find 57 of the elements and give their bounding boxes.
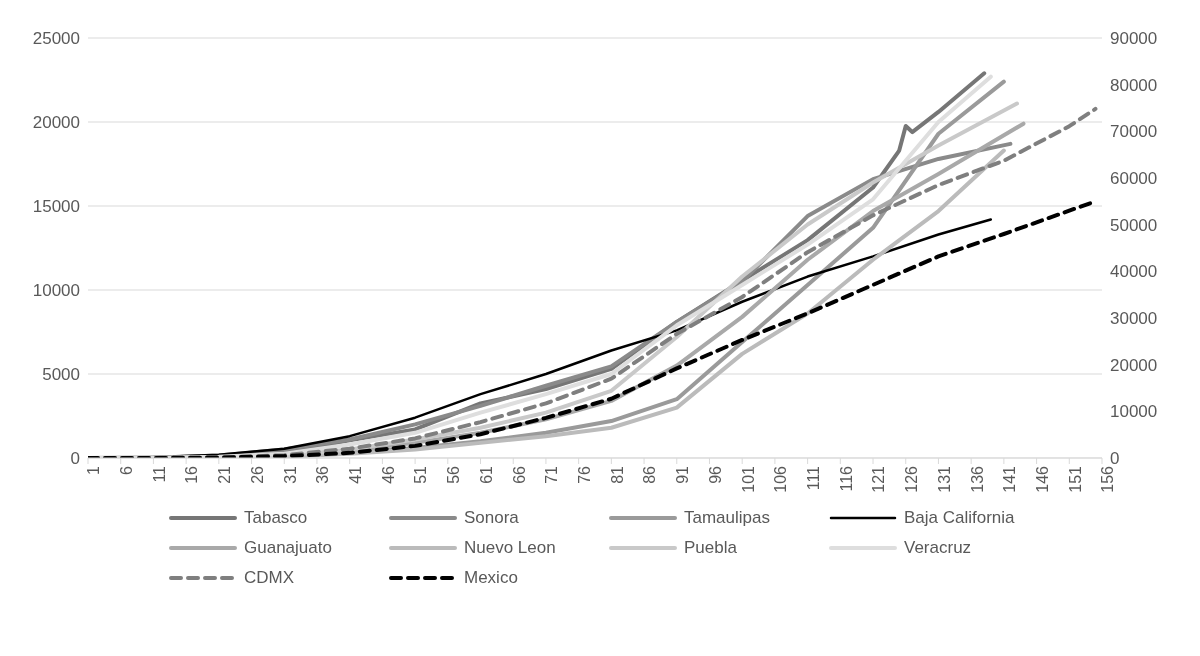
- x-tick-label: 51: [412, 465, 430, 484]
- x-tick-label: 131: [935, 465, 953, 493]
- legend-label: CDMX: [244, 568, 295, 588]
- legend-label: Puebla: [684, 538, 737, 558]
- x-tick-label: 71: [543, 465, 561, 484]
- x-tick-label: 21: [216, 465, 234, 484]
- x-tick-label: 151: [1066, 465, 1084, 493]
- y2-tick-label: 80000: [1110, 75, 1158, 95]
- x-tick-label: 141: [1001, 465, 1019, 493]
- x-tick-label: 56: [445, 465, 463, 484]
- x-tick-label: 31: [281, 465, 299, 484]
- x-tick-label: 106: [772, 465, 790, 493]
- x-tick-label: 76: [576, 465, 594, 484]
- x-tick-label: 61: [477, 465, 495, 484]
- y2-tick-label: 50000: [1110, 215, 1158, 235]
- x-tick-label: 121: [870, 465, 888, 493]
- legend-label: Sonora: [464, 508, 519, 528]
- x-tick-label: 116: [837, 465, 855, 492]
- y2-tick-label: 30000: [1110, 309, 1158, 329]
- legend-label: Tabasco: [244, 508, 308, 528]
- y-tick-label: 5000: [42, 365, 80, 385]
- x-tick-label: 36: [314, 465, 332, 484]
- x-tick-label: 96: [706, 465, 724, 484]
- legend-label: Guanajuato: [244, 538, 332, 558]
- y2-tick-label: 40000: [1110, 262, 1158, 282]
- y2-tick-label: 10000: [1110, 402, 1158, 422]
- x-tick-label: 146: [1033, 465, 1051, 493]
- x-tick-label: 81: [608, 465, 626, 484]
- legend-label: Nuevo Leon: [464, 538, 556, 558]
- x-tick-label: 66: [510, 465, 528, 484]
- legend-label: Baja California: [904, 508, 1015, 528]
- x-tick-label: 41: [347, 465, 365, 484]
- y-tick-label: 15000: [32, 197, 80, 217]
- legend-label: Mexico: [464, 568, 518, 588]
- x-tick-label: 126: [903, 465, 921, 493]
- y2-tick-label: 90000: [1110, 29, 1158, 49]
- y-tick-label: 25000: [32, 29, 80, 49]
- y2-tick-label: 70000: [1110, 122, 1158, 142]
- x-tick-label: 136: [968, 465, 986, 493]
- x-tick-label: 156: [1099, 465, 1117, 493]
- x-tick-label: 16: [183, 465, 201, 484]
- x-tick-label: 11: [150, 465, 168, 483]
- x-tick-label: 111: [804, 465, 822, 491]
- y2-tick-label: 20000: [1110, 355, 1158, 375]
- legend-label: Veracruz: [904, 538, 972, 558]
- x-tick-label: 101: [739, 465, 757, 493]
- y-tick-label: 10000: [32, 281, 80, 301]
- x-tick-label: 86: [641, 465, 659, 484]
- x-tick-label: 46: [379, 465, 397, 484]
- x-tick-label: 91: [674, 465, 692, 484]
- x-tick-label: 26: [248, 465, 266, 484]
- y2-tick-label: 60000: [1110, 169, 1158, 189]
- y-tick-label: 0: [70, 449, 80, 469]
- y-tick-label: 20000: [32, 113, 80, 133]
- x-tick-label: 1: [85, 465, 103, 475]
- legend-label: Tamaulipas: [684, 508, 770, 528]
- x-tick-label: 6: [118, 465, 136, 475]
